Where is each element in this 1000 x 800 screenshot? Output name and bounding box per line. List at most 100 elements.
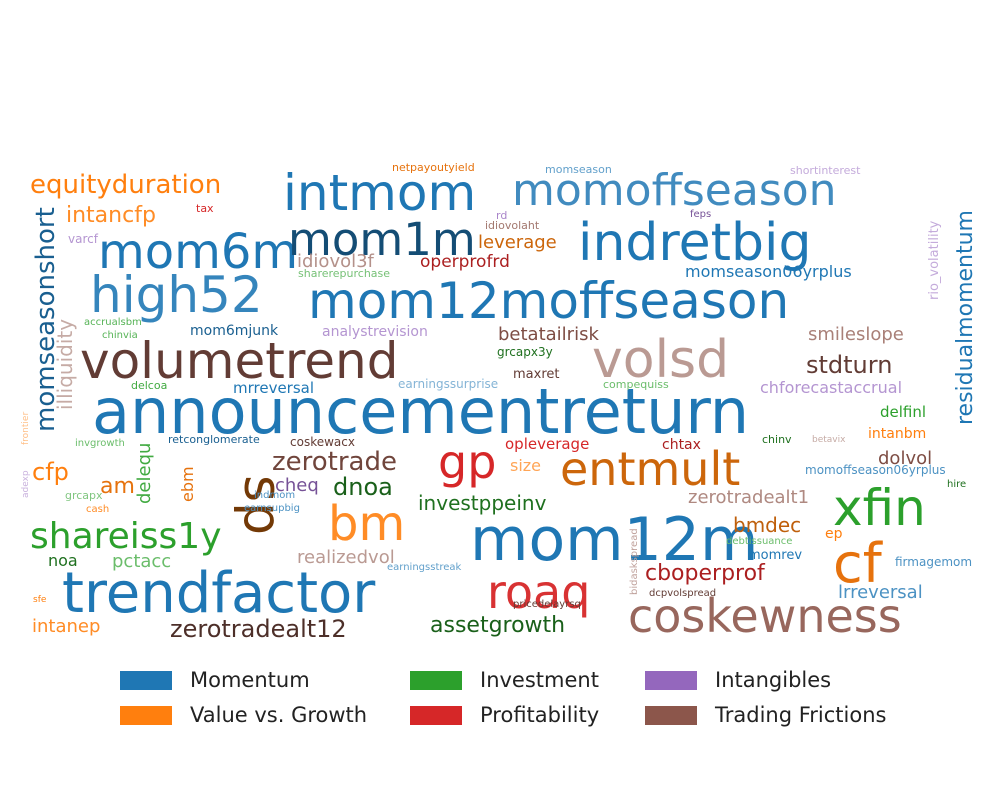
word-delfinl: delfinl — [880, 403, 926, 421]
word-pricedelayrsq: pricedelayrsq — [513, 599, 581, 610]
word-realizedvol: realizedvol — [297, 547, 395, 568]
word-frontier: frontier — [21, 412, 31, 445]
word-mrreversal: mrreversal — [233, 379, 314, 397]
word-rd: rd — [496, 209, 507, 222]
word-mom1m: mom1m — [288, 213, 476, 266]
word-feps: feps — [690, 209, 711, 220]
word-cheq: cheq — [275, 475, 319, 496]
word-stdturn: stdturn — [806, 351, 892, 379]
word-ebm: ebm — [178, 466, 197, 502]
word-idiovol3f: idiovol3f — [297, 251, 375, 272]
word-analystrevision: analystrevision — [322, 324, 428, 340]
word-operprofrd: operprofrd — [420, 252, 510, 272]
word-intmom: intmom — [283, 164, 476, 222]
word-mom12moffseason: mom12moffseason — [308, 272, 789, 330]
word-cf: cf — [833, 532, 884, 595]
word-sharerepurchase: sharerepurchase — [298, 267, 390, 280]
word-mom6m: mom6m — [98, 224, 298, 280]
word-volsd: volsd — [592, 330, 729, 390]
word-sp: sp — [232, 475, 292, 535]
word-equityduration: equityduration — [30, 170, 221, 200]
word-mom12m: mom12m — [470, 505, 758, 575]
word-trendfactor: trendfactor — [62, 561, 376, 626]
word-bm: bm — [328, 496, 405, 552]
word-momseasonshort: momseasonshort — [31, 207, 61, 432]
word-momoffseason: momoffseason — [512, 165, 837, 216]
word-sfe: sfe — [33, 595, 47, 605]
word-cfp: cfp — [32, 458, 69, 486]
word-dnoa: dnoa — [333, 473, 393, 501]
word-varcf: varcf — [68, 232, 99, 246]
word-zerotrade: zerotrade — [272, 447, 397, 477]
word-xfin: xfin — [833, 479, 926, 537]
word-indmom: indmom — [254, 490, 295, 501]
word-invgrowth: invgrowth — [75, 438, 125, 449]
word-delcoa: delcoa — [131, 379, 167, 392]
word-entmult: entmult — [560, 442, 740, 496]
word-coskewacx: coskewacx — [290, 435, 355, 449]
word-residualmomentum: residualmomentum — [953, 210, 978, 425]
word-chtax: chtax — [662, 437, 701, 453]
word-announcementreturn: announcementreturn — [92, 375, 749, 448]
word-lrreversal: lrreversal — [838, 582, 923, 603]
word-delequ: delequ — [134, 443, 155, 504]
word-netpayoutyield: netpayoutyield — [392, 161, 475, 174]
word-momseason06yrplus: momseason06yrplus — [685, 262, 852, 281]
word-investppeinv: investppeinv — [418, 491, 547, 515]
word-grcapx3y: grcapx3y — [497, 345, 553, 359]
word-retconglomerate: retconglomerate — [168, 433, 260, 446]
word-size: size — [510, 456, 541, 475]
word-firmagemom: firmagemom — [895, 555, 972, 569]
word-debtissuance: debtissuance — [726, 536, 792, 547]
word-chinvia: chinvia — [102, 330, 138, 341]
word-intancfp: intancfp — [66, 203, 156, 228]
word-momrev: momrev — [748, 548, 802, 563]
word-noa: noa — [48, 551, 78, 570]
word-pctacc: pctacc — [112, 551, 171, 572]
word-chinv: chinv — [762, 433, 792, 446]
word-cboperprof: cboperprof — [645, 561, 766, 586]
word-shortinterest: shortinterest — [790, 164, 861, 177]
word-compequiss: compequiss — [603, 378, 669, 391]
word-betavix: betavix — [812, 435, 846, 445]
word-grcapx: grcapx — [65, 489, 103, 502]
word-leverage: leverage — [478, 232, 557, 253]
word-bidaskspread: bidaskspread — [629, 528, 640, 595]
word-earningssurprise: earningssurprise — [398, 377, 498, 391]
word-illiquidity: illiquidity — [53, 319, 77, 410]
word-coskewness: coskewness — [628, 589, 902, 643]
word-idiovolaht: idiovolaht — [485, 219, 540, 232]
word-earnsupbig: earnsupbig — [244, 503, 300, 514]
word-cash: cash — [86, 504, 109, 515]
word-bmdec: bmdec — [733, 513, 801, 537]
word-roaq: roaq — [487, 565, 590, 619]
word-mom6mjunk: mom6mjunk — [190, 323, 279, 339]
word-indretbig: indretbig — [578, 213, 812, 273]
word-chforecastaccrual: chforecastaccrual — [760, 378, 902, 397]
word-ep: ep — [825, 526, 843, 542]
word-zerotradealt1: zerotradealt1 — [688, 487, 809, 508]
word-opleverage: opleverage — [505, 435, 589, 453]
word-gp: gp — [438, 435, 496, 489]
word-hire: hire — [947, 479, 966, 490]
word-rio_volatility: rio_volatility — [927, 220, 942, 300]
word-betatailrisk: betatailrisk — [498, 324, 599, 345]
word-zerotradealt12: zerotradealt12 — [170, 615, 347, 643]
word-intanbm: intanbm — [868, 426, 926, 442]
word-high52: high52 — [90, 266, 263, 324]
word-intanep: intanep — [32, 616, 100, 637]
word-adexp: adexp — [21, 470, 31, 498]
word-tax: tax — [196, 202, 214, 215]
word-smileslope: smileslope — [808, 324, 904, 345]
word-momseason: momseason — [545, 163, 612, 176]
word-am: am — [100, 474, 135, 499]
word-assetgrowth: assetgrowth — [430, 613, 565, 638]
word-dcpvolspread: dcpvolspread — [649, 588, 716, 599]
word-earningsstreak: earningsstreak — [387, 562, 462, 573]
word-volumetrend: volumetrend — [80, 332, 398, 390]
word-maxret: maxret — [513, 367, 559, 382]
word-accrualsbm: accrualsbm — [84, 317, 142, 328]
word-dolvol: dolvol — [878, 448, 932, 469]
